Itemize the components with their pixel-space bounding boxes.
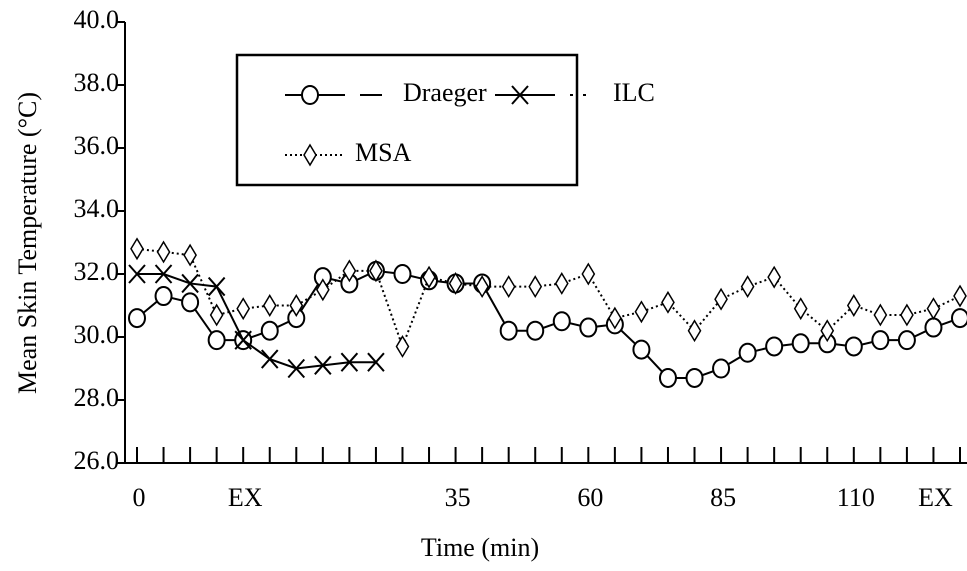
point <box>765 336 784 357</box>
point <box>154 264 173 284</box>
point <box>236 297 251 321</box>
x-tick-label: EX <box>228 483 263 512</box>
legend-label: MSA <box>355 138 412 167</box>
point <box>554 271 569 295</box>
legend-marker <box>303 143 317 167</box>
legend-label: Draeger <box>403 78 487 107</box>
legend-label: ILC <box>613 78 655 107</box>
point <box>314 355 332 376</box>
point <box>607 306 622 330</box>
point <box>951 308 967 329</box>
point <box>714 287 728 311</box>
legend-marker <box>511 85 529 105</box>
point <box>393 264 412 284</box>
point <box>422 265 436 289</box>
legend-marker <box>301 85 319 105</box>
point <box>687 319 702 343</box>
point <box>367 352 385 372</box>
y-tick-label: 28.0 <box>74 383 120 412</box>
point <box>395 334 410 358</box>
x-tick-label: 110 <box>837 483 875 512</box>
point <box>342 259 357 283</box>
point <box>340 352 359 372</box>
point <box>846 294 861 317</box>
point <box>156 240 171 264</box>
point <box>315 278 330 302</box>
point <box>207 276 226 297</box>
series-line <box>136 269 961 379</box>
y-tick-label: 30.0 <box>74 320 120 349</box>
point <box>181 273 199 294</box>
point <box>526 320 545 341</box>
point <box>632 339 651 360</box>
point <box>844 336 863 357</box>
point <box>128 264 146 284</box>
point <box>130 237 144 261</box>
point <box>181 292 200 313</box>
y-tick-label: 26.0 <box>74 446 120 475</box>
series-line <box>137 273 376 370</box>
x-tick-label: 35 <box>445 483 471 512</box>
legend-item: MSA <box>285 138 412 167</box>
x-axis-title: Time (min) <box>421 533 539 562</box>
point <box>501 275 516 299</box>
point <box>499 320 518 341</box>
x-tick-label: 0 <box>133 483 146 512</box>
point <box>926 297 941 321</box>
legend-item: Draeger <box>285 78 487 107</box>
point <box>475 275 490 299</box>
point <box>791 333 810 354</box>
x-tick-label: 85 <box>710 483 736 512</box>
legend-box <box>235 53 579 187</box>
point <box>552 311 571 332</box>
point <box>579 317 598 338</box>
point <box>260 349 279 369</box>
point <box>369 259 383 283</box>
point <box>207 330 226 351</box>
point <box>209 303 224 327</box>
point <box>953 284 967 308</box>
point <box>685 367 704 388</box>
point <box>712 358 731 379</box>
point <box>900 303 914 327</box>
y-tick-label: 38.0 <box>74 68 120 97</box>
x-tick-label: EX <box>918 483 953 512</box>
point <box>924 317 943 338</box>
point <box>634 300 649 324</box>
point <box>767 265 782 289</box>
point <box>581 262 596 286</box>
point <box>740 275 755 299</box>
point <box>820 319 835 343</box>
point <box>897 330 916 351</box>
point <box>448 271 463 295</box>
point <box>183 243 197 267</box>
point <box>260 320 279 341</box>
point <box>128 308 146 329</box>
point <box>658 367 677 388</box>
point <box>287 358 306 379</box>
y-tick-label: 40.0 <box>74 5 120 34</box>
point <box>738 342 757 363</box>
y-tick-label: 36.0 <box>74 131 120 160</box>
point <box>873 303 888 327</box>
point <box>661 290 675 314</box>
point <box>262 294 277 317</box>
y-axis-title: Mean Skin Temperature (°C) <box>13 92 42 394</box>
series-line <box>136 247 961 350</box>
point <box>234 330 252 350</box>
y-tick-label: 34.0 <box>74 194 120 223</box>
point <box>528 275 543 299</box>
point <box>871 330 890 351</box>
legend-item: ILC <box>495 78 655 107</box>
point <box>289 294 304 317</box>
y-tick-label: 32.0 <box>74 257 120 286</box>
x-tick-label: 60 <box>577 483 603 512</box>
point <box>154 286 173 307</box>
point <box>793 297 808 321</box>
